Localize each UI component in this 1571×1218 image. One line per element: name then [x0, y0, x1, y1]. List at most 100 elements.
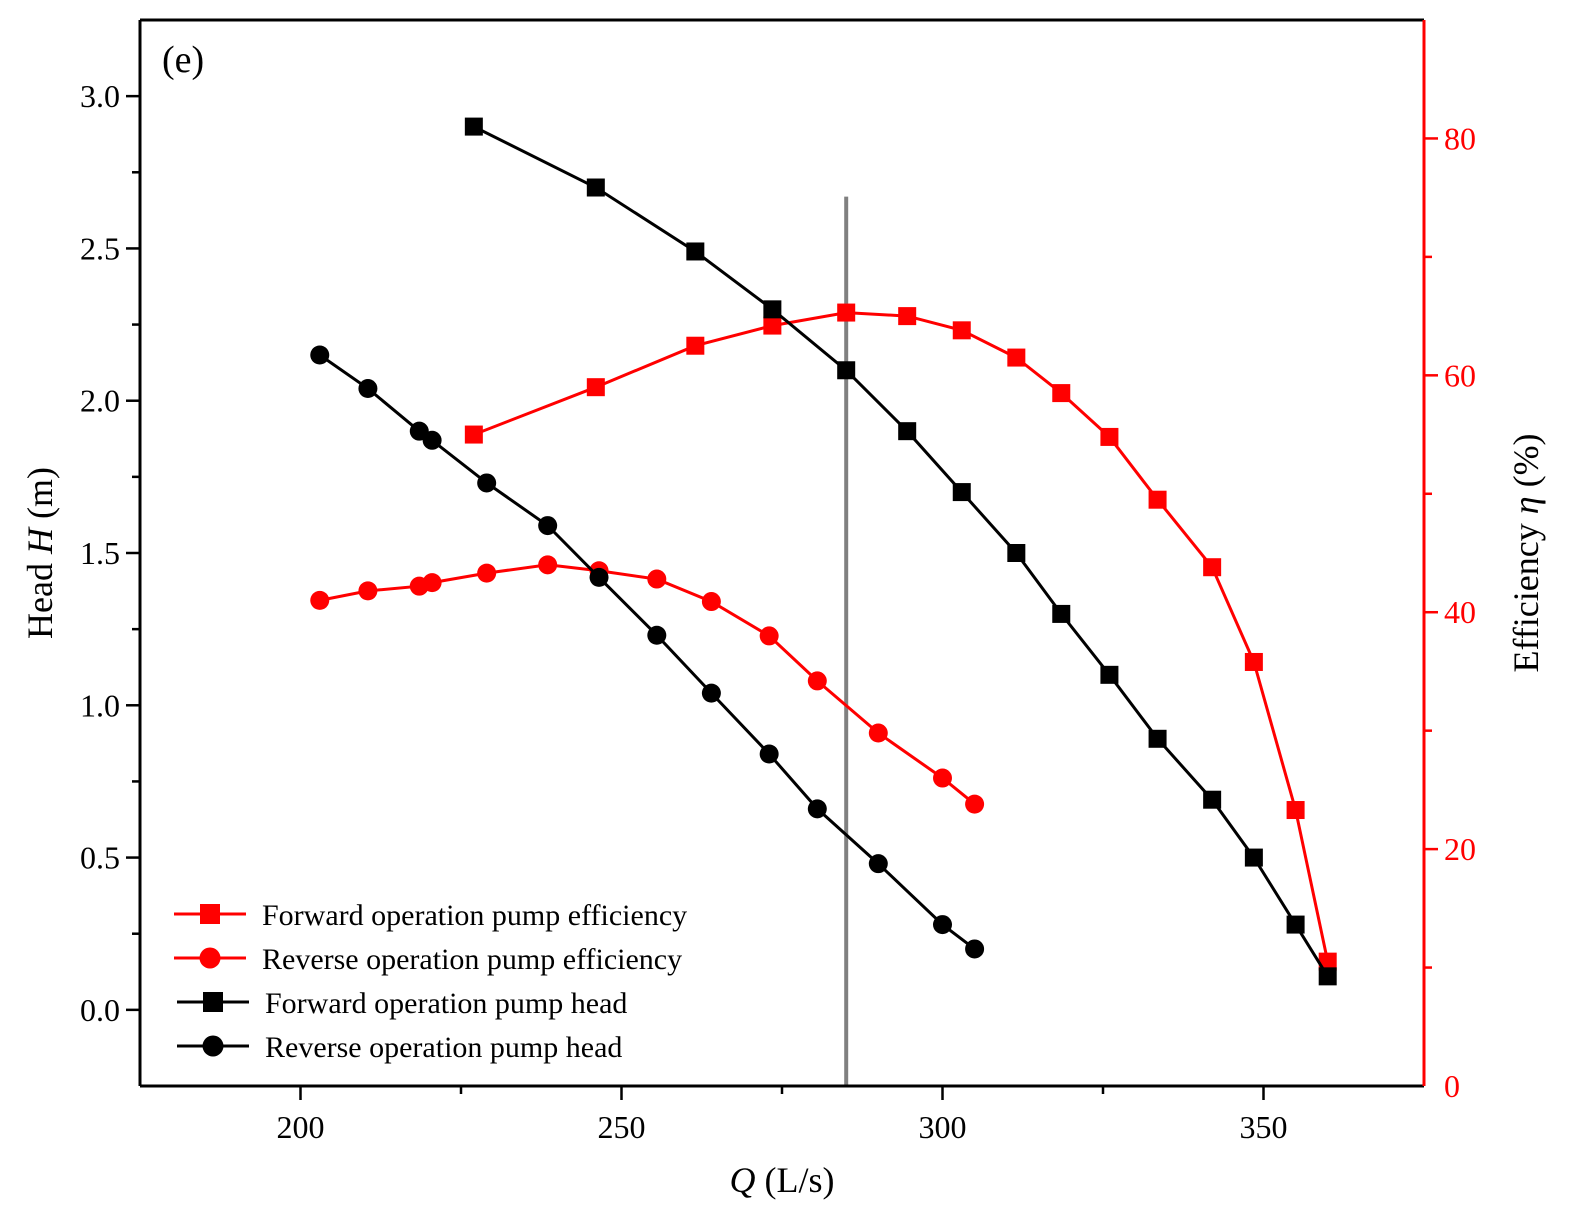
y-left-tick-label: 2.5: [80, 230, 120, 266]
data-point-square: [464, 117, 483, 136]
data-point-circle: [807, 799, 827, 819]
data-point-circle: [759, 744, 779, 764]
data-point-square: [1007, 348, 1026, 367]
y-left-tick-label: 3.0: [80, 78, 120, 114]
data-point-circle: [310, 590, 330, 610]
x-axis-title-rest: (L/s): [756, 1160, 835, 1200]
y-right-tick-label: 40: [1444, 594, 1476, 630]
data-point-circle: [422, 573, 442, 593]
data-point-circle: [701, 683, 721, 703]
data-point-circle: [358, 581, 378, 601]
data-point-square: [837, 303, 856, 322]
data-point-circle: [807, 671, 827, 691]
legend-marker-circle-black: [202, 1035, 224, 1057]
x-tick-label: 200: [277, 1109, 325, 1145]
data-point-square: [1244, 848, 1263, 867]
legend-label-forward-efficiency: Forward operation pump efficiency: [262, 899, 687, 932]
data-point-circle: [477, 563, 497, 583]
data-point-circle: [701, 592, 721, 612]
legend-marker-square-red: [200, 904, 220, 924]
legend-label-forward-head: Forward operation pump head: [265, 987, 627, 1020]
data-point-square: [1203, 558, 1222, 577]
y-right-axis-title-italic: η: [1506, 496, 1546, 514]
axis-ticks: 200 250 300 350 0.0 0.5 1.0 1.5 2.0 2.5 3.0 0 20 40 60…: [80, 78, 1476, 1145]
data-point-circle: [965, 794, 985, 814]
y-left-axis-title-suffix: (m): [20, 467, 60, 528]
y-right-tick-label: 0: [1444, 1068, 1460, 1104]
data-point-circle: [965, 939, 985, 959]
data-point-square: [1203, 790, 1222, 809]
data-point-square: [1007, 544, 1026, 562]
data-point-square: [1318, 952, 1337, 971]
legend-marker-circle-red: [199, 947, 221, 969]
data-point-square: [1244, 652, 1263, 671]
data-point-square: [1100, 427, 1119, 446]
legend-label-reverse-efficiency: Reverse operation pump efficiency: [262, 943, 682, 976]
panel-label: (e): [162, 39, 204, 81]
y-left-axis-title: Head H (m): [20, 467, 60, 639]
y-left-tick-label: 0.0: [80, 992, 120, 1028]
data-point-square: [1100, 665, 1119, 684]
legend-item-reverse-head: Reverse operation pump head: [177, 1031, 622, 1064]
y-left-tick-label: 1.0: [80, 687, 120, 723]
data-point-circle: [759, 626, 779, 646]
data-point-square: [898, 307, 917, 326]
y-left-axis-title-italic: H: [20, 526, 60, 555]
legend-item-reverse-efficiency: Reverse operation pump efficiency: [174, 943, 682, 976]
data-point-square: [686, 336, 705, 355]
data-point-square: [1148, 490, 1167, 509]
data-point-circle: [589, 567, 609, 587]
series-layer: [310, 117, 1337, 986]
data-point-square: [837, 361, 856, 380]
data-point-square: [686, 242, 705, 261]
y-left-tick-label: 2.0: [80, 383, 120, 419]
y-right-tick-label: 80: [1444, 120, 1476, 156]
legend: Forward operation pump efficiency Revers…: [174, 899, 687, 1064]
series-2: [464, 117, 1337, 986]
data-point-square: [586, 178, 605, 197]
data-point-circle: [647, 569, 667, 589]
x-tick-label: 250: [598, 1109, 646, 1145]
x-tick-label: 350: [1240, 1109, 1288, 1145]
x-axis-title: Q (L/s): [730, 1160, 835, 1200]
data-point-square: [1286, 915, 1305, 934]
y-right-axis-title-prefix: Efficiency: [1506, 514, 1546, 672]
x-tick-label: 300: [919, 1109, 967, 1145]
data-point-square: [898, 422, 917, 441]
data-point-square: [586, 378, 605, 397]
legend-marker-square-black: [203, 992, 223, 1012]
data-point-square: [1318, 967, 1337, 986]
series-0: [464, 303, 1337, 971]
x-axis-title-italic: Q: [730, 1160, 756, 1200]
legend-item-forward-efficiency: Forward operation pump efficiency: [174, 899, 687, 932]
y-left-tick-label: 1.5: [80, 535, 120, 571]
data-point-circle: [477, 473, 497, 493]
data-point-circle: [868, 854, 888, 874]
y-right-axis-title-suffix: (%): [1506, 433, 1546, 496]
data-point-square: [1148, 729, 1167, 748]
data-point-square: [763, 316, 782, 335]
data-point-circle: [868, 723, 888, 743]
data-point-circle: [647, 625, 667, 645]
data-point-circle: [358, 379, 378, 399]
data-point-circle: [538, 555, 558, 575]
y-right-tick-label: 20: [1444, 831, 1476, 867]
y-right-axis-title: Efficiency η (%): [1506, 433, 1546, 672]
data-point-square: [1052, 604, 1071, 623]
data-point-square: [952, 483, 971, 502]
data-point-circle: [422, 430, 442, 450]
legend-item-forward-head: Forward operation pump head: [177, 987, 627, 1020]
data-point-square: [763, 300, 782, 319]
data-point-circle: [538, 516, 558, 536]
y-right-tick-label: 60: [1444, 357, 1476, 393]
y-left-tick-label: 0.5: [80, 840, 120, 876]
data-point-circle: [310, 345, 330, 365]
series-1: [310, 555, 985, 814]
series-3: [310, 345, 985, 959]
data-point-circle: [933, 915, 952, 935]
data-point-square: [1286, 801, 1305, 820]
legend-label-reverse-head: Reverse operation pump head: [265, 1031, 622, 1064]
data-point-circle: [933, 768, 952, 788]
data-point-square: [464, 425, 483, 444]
